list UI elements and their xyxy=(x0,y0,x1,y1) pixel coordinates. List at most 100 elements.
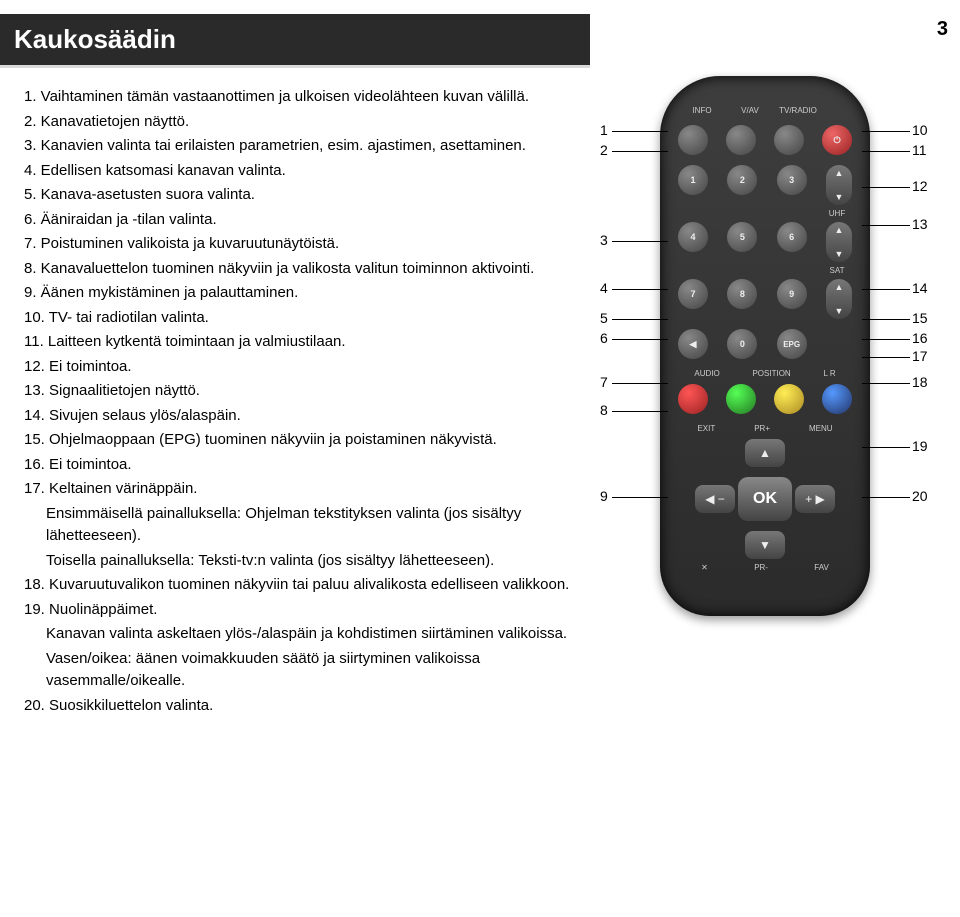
callout-line xyxy=(612,497,668,498)
list-item: 20. Suosikkiluettelon valinta. xyxy=(24,695,574,718)
num-3-button[interactable]: 3 xyxy=(777,165,807,195)
sat-rocker[interactable]: ▲▼ xyxy=(826,222,852,262)
prev-pr-button[interactable]: ◀ xyxy=(678,329,708,359)
list-item-sub: Vasen/oikea: äänen voimakkuuden säätö ja… xyxy=(24,648,574,693)
callout-left: 2 xyxy=(600,142,608,158)
num-2-button[interactable]: 2 xyxy=(727,165,757,195)
list-item: 8. Kanavaluettelon tuominen näkyviin ja … xyxy=(24,258,574,281)
tvradio-button[interactable] xyxy=(774,125,804,155)
vav-button[interactable] xyxy=(726,125,756,155)
num-9-button[interactable]: 9 xyxy=(777,279,807,309)
label-info: INFO xyxy=(678,106,726,115)
callout-left: 4 xyxy=(600,280,608,296)
callout-line xyxy=(862,225,910,226)
uhf-rocker[interactable]: ▲▼ xyxy=(826,165,852,205)
callout-right: 13 xyxy=(912,216,928,232)
callout-line xyxy=(612,319,668,320)
list-item: 16. Ei toimintoa. xyxy=(24,454,574,477)
list-item: 10. TV- tai radiotilan valinta. xyxy=(24,307,574,330)
label-prminus: PR- xyxy=(754,563,768,572)
list-item-sub: Kanavan valinta askeltaen ylös-/alaspäin… xyxy=(24,623,574,646)
remote-body: INFO V/AV TV/RADIO ⏻ 1 2 3 ▲▼ UHF xyxy=(660,76,870,616)
callout-line xyxy=(862,131,910,132)
num-5-button[interactable]: 5 xyxy=(727,222,757,252)
callout-right: 19 xyxy=(912,438,928,454)
page-rocker[interactable]: ▲▼ xyxy=(826,279,852,319)
description-list: 1. Vaihtaminen tämän vastaanottimen ja u… xyxy=(0,86,590,719)
arrow-right-button[interactable]: + ▶ xyxy=(795,485,835,513)
callout-left: 3 xyxy=(600,232,608,248)
label-position: POSITION xyxy=(752,369,790,378)
list-item: 19. Nuolinäppäimet. xyxy=(24,599,574,622)
callout-line xyxy=(612,339,668,340)
label-uhf: UHF xyxy=(822,209,852,218)
callout-right: 16 xyxy=(912,330,928,346)
info-button[interactable] xyxy=(678,125,708,155)
callout-line xyxy=(862,289,910,290)
callout-line xyxy=(612,289,668,290)
label-vav: V/AV xyxy=(726,106,774,115)
callout-line xyxy=(862,151,910,152)
callout-line xyxy=(862,383,910,384)
nav-pad: ▲ ▼ ◀ − + ▶ OK xyxy=(685,439,845,559)
list-item: 2. Kanavatietojen näyttö. xyxy=(24,111,574,134)
callout-right: 11 xyxy=(912,142,927,158)
list-item: 4. Edellisen katsomasi kanavan valinta. xyxy=(24,160,574,183)
list-item: 14. Sivujen selaus ylös/alaspäin. xyxy=(24,405,574,428)
callout-left: 9 xyxy=(600,488,608,504)
label-audio: AUDIO xyxy=(694,369,719,378)
num-7-button[interactable]: 7 xyxy=(678,279,708,309)
arrow-down-button[interactable]: ▼ xyxy=(745,531,785,559)
arrow-up-button[interactable]: ▲ xyxy=(745,439,785,467)
epg-button[interactable]: EPG xyxy=(777,329,807,359)
position-button[interactable] xyxy=(726,384,756,414)
subtitle-button[interactable] xyxy=(774,384,804,414)
list-item-sub: Ensimmäisellä painalluksella: Ohjelman t… xyxy=(24,503,574,548)
page-number: 3 xyxy=(937,18,948,41)
power-button[interactable]: ⏻ xyxy=(822,125,852,155)
num-8-button[interactable]: 8 xyxy=(727,279,757,309)
callout-line xyxy=(862,357,910,358)
audio-button[interactable] xyxy=(678,384,708,414)
num-4-button[interactable]: 4 xyxy=(678,222,708,252)
list-item: 3. Kanavien valinta tai erilaisten param… xyxy=(24,135,574,158)
list-item: 7. Poistuminen valikoista ja kuvaruutunä… xyxy=(24,233,574,256)
arrow-left-button[interactable]: ◀ − xyxy=(695,485,735,513)
callout-line xyxy=(612,131,668,132)
list-item: 5. Kanava-asetusten suora valinta. xyxy=(24,184,574,207)
callout-line xyxy=(862,447,910,448)
list-item: 13. Signaalitietojen näyttö. xyxy=(24,380,574,403)
list-item: 9. Äänen mykistäminen ja palauttaminen. xyxy=(24,282,574,305)
callout-line xyxy=(612,151,668,152)
label-lr: L R xyxy=(823,369,835,378)
callout-right: 18 xyxy=(912,374,928,390)
num-6-button[interactable]: 6 xyxy=(777,222,807,252)
callout-right: 14 xyxy=(912,280,928,296)
remote-diagram: INFO V/AV TV/RADIO ⏻ 1 2 3 ▲▼ UHF xyxy=(590,86,950,706)
callout-line xyxy=(862,187,910,188)
callout-left: 8 xyxy=(600,402,608,418)
callout-right: 20 xyxy=(912,488,928,504)
list-item-sub: Toisella painalluksella: Teksti-tv:n val… xyxy=(24,550,574,573)
callout-line xyxy=(612,411,668,412)
section-title: Kaukosäädin xyxy=(0,14,590,68)
callout-right: 17 xyxy=(912,348,928,364)
callout-left: 5 xyxy=(600,310,608,326)
num-0-button[interactable]: 0 xyxy=(727,329,757,359)
callout-right: 10 xyxy=(912,122,928,138)
num-1-button[interactable]: 1 xyxy=(678,165,708,195)
label-menu: MENU xyxy=(809,424,833,433)
list-item: 1. Vaihtaminen tämän vastaanottimen ja u… xyxy=(24,86,574,109)
list-item: 6. Ääniraidan ja -tilan valinta. xyxy=(24,209,574,232)
label-prplus: PR+ xyxy=(754,424,770,433)
label-fav: FAV xyxy=(814,563,829,572)
label-tvradio: TV/RADIO xyxy=(774,106,822,115)
callout-line xyxy=(612,383,668,384)
list-item: 15. Ohjelmaoppaan (EPG) tuominen näkyvii… xyxy=(24,429,574,452)
callout-line xyxy=(862,497,910,498)
ok-button[interactable]: OK xyxy=(738,477,792,521)
lr-button[interactable] xyxy=(822,384,852,414)
label-sat: SAT xyxy=(822,266,852,275)
callout-left: 1 xyxy=(600,122,608,138)
list-item: 11. Laitteen kytkentä toimintaan ja valm… xyxy=(24,331,574,354)
